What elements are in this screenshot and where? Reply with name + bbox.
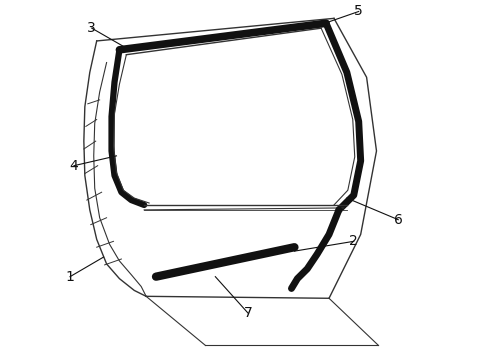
Text: 7: 7 (244, 306, 252, 320)
Text: 6: 6 (394, 213, 403, 227)
Text: 4: 4 (70, 159, 78, 173)
Text: 1: 1 (66, 270, 74, 284)
Text: 3: 3 (87, 21, 96, 35)
Text: 5: 5 (354, 4, 363, 18)
Text: 2: 2 (349, 234, 358, 248)
